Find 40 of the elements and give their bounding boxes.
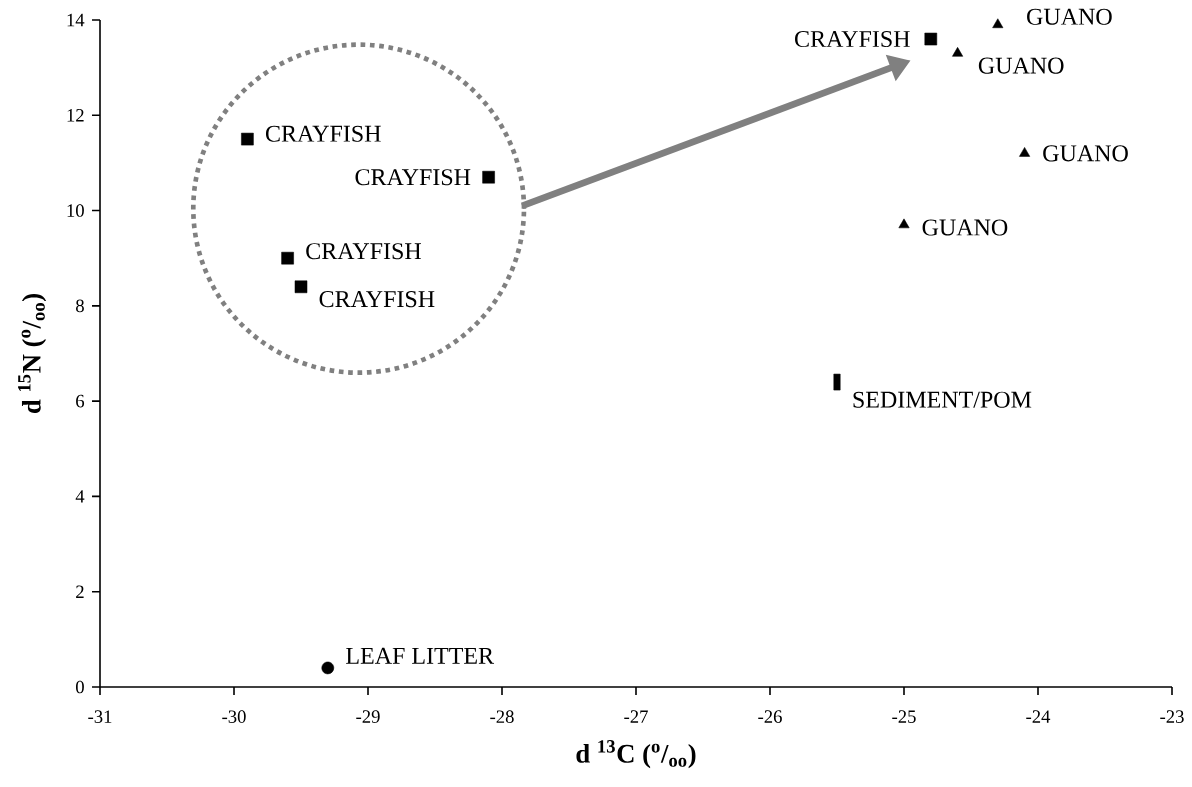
point bbox=[281, 251, 294, 265]
point bbox=[992, 18, 1004, 29]
y-tick-label: 8 bbox=[76, 299, 84, 313]
x-tick-label: -30 bbox=[222, 710, 246, 723]
series-label: CRAYFISH bbox=[355, 169, 471, 186]
y-tick-label: 14 bbox=[67, 13, 85, 27]
series-label: SEDIMENT/POM bbox=[853, 391, 1032, 408]
series-label: CRAYFISH bbox=[306, 243, 421, 260]
series-label: GUANO bbox=[1043, 145, 1128, 162]
point bbox=[241, 132, 254, 146]
point bbox=[952, 47, 964, 57]
x-tick-label: -27 bbox=[624, 710, 648, 723]
y-tick-label: 4 bbox=[75, 490, 85, 503]
x-tick-label: -23 bbox=[1160, 710, 1184, 723]
y-tick-label: 10 bbox=[67, 204, 84, 217]
point bbox=[924, 32, 938, 46]
series-label: CRAYFISH bbox=[319, 291, 435, 308]
x-tick-label: -28 bbox=[490, 710, 514, 723]
series-label: GUANO bbox=[978, 57, 1064, 74]
series-label: CRAYFISH bbox=[795, 30, 910, 48]
x-tick-label: -31 bbox=[88, 710, 112, 723]
point bbox=[294, 280, 308, 294]
point bbox=[321, 661, 335, 675]
x-tick-label: -26 bbox=[758, 710, 782, 723]
x-tick-label: -29 bbox=[356, 710, 380, 723]
point bbox=[482, 170, 495, 184]
point bbox=[898, 218, 910, 229]
x-tick-label: -24 bbox=[1026, 710, 1051, 723]
series-label: GUANO bbox=[1027, 8, 1112, 25]
x-axis-title: d $^{13}$C ($^{o}$/$_{oo}$) bbox=[576, 740, 696, 769]
series-label: LEAF LITTER bbox=[346, 647, 495, 664]
y-tick-label: 12 bbox=[67, 109, 84, 122]
y-tick-label: 6 bbox=[76, 394, 85, 408]
series-label: GUANO bbox=[922, 219, 1008, 236]
y-tick-label: 2 bbox=[76, 585, 84, 598]
point bbox=[1019, 147, 1031, 157]
x-tick-label: -25 bbox=[892, 710, 916, 723]
y-tick-label: 0 bbox=[76, 680, 84, 694]
y-axis-title: d $^{15}$N ($^{o}$/$_{oo}$) bbox=[18, 294, 47, 414]
series-label: CRAYFISH bbox=[265, 125, 381, 142]
